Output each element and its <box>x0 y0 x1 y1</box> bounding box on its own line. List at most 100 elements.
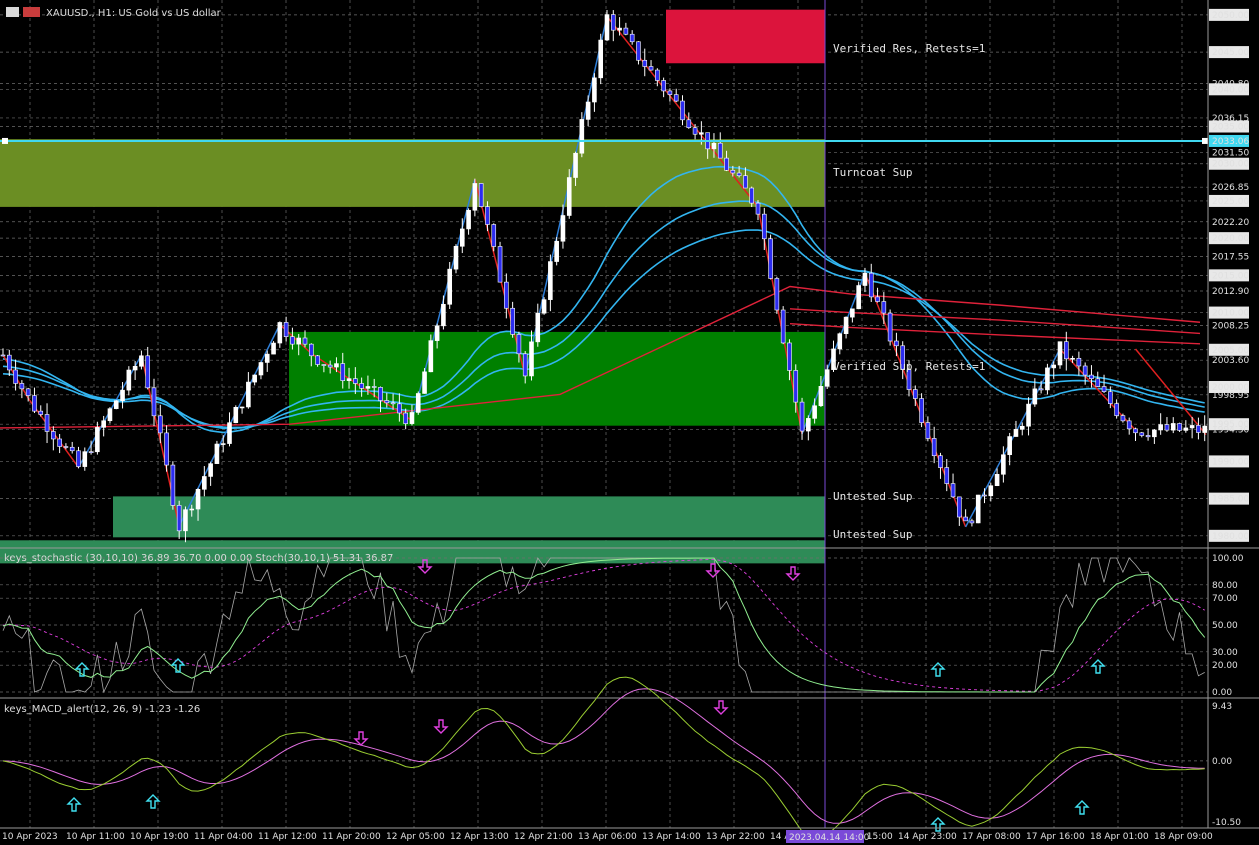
candle-body <box>642 59 648 67</box>
candle-body <box>699 132 704 135</box>
candle-body <box>755 202 761 215</box>
candle-body <box>214 443 220 464</box>
candle-body <box>346 378 352 381</box>
candle-body <box>711 142 717 150</box>
candle-body <box>283 322 289 337</box>
candle-body <box>447 268 453 305</box>
macd-signal-line <box>2 688 1205 824</box>
candle-body <box>1082 365 1088 376</box>
candle-body <box>510 307 515 335</box>
time-axis[interactable]: 10 Apr 2023 10 Apr 11:00 10 Apr 19:00 11 Ap… <box>0 827 1259 843</box>
candle-body <box>1007 436 1012 456</box>
stoch-tick: 100.00 <box>1212 554 1244 564</box>
selected-time-tag[interactable] <box>786 830 864 843</box>
candle-body <box>692 127 698 135</box>
candle-body <box>1152 429 1157 438</box>
candle-body <box>655 69 660 81</box>
time-label: 13 Apr 06:00 <box>578 832 637 842</box>
time-label: 18 Apr 01:00 <box>1090 832 1149 842</box>
candle-body <box>1120 415 1126 422</box>
candle-body <box>76 450 81 467</box>
price-tick: 1985.00 <box>1212 495 1249 505</box>
chart-title: XAUUSD., H1: US Gold vs US dollar <box>46 8 222 19</box>
selected-time-label[interactable]: 2023.04.14 14:00 <box>789 833 870 843</box>
price-tick: 1998.95 <box>1212 391 1249 401</box>
moving-averages <box>0 0 1205 828</box>
price-tick: 2050.00 <box>1212 11 1249 21</box>
price-tick: 2000.00 <box>1212 383 1249 393</box>
candle-body <box>220 443 226 445</box>
candle-body <box>1158 424 1163 431</box>
stochastic-panel[interactable]: keys_stochastic (30,10,10) 36.89 36.70 0… <box>0 547 1259 698</box>
price-tag-bg <box>1209 306 1249 319</box>
buy-arrow-icon <box>930 662 946 677</box>
current-price-line[interactable] <box>0 137 1208 144</box>
price-tick: 2022.20 <box>1212 218 1249 228</box>
candle-body <box>101 420 106 428</box>
candle-body <box>975 494 981 524</box>
stoch-tick: 0.00 <box>1212 688 1232 698</box>
sell-arrow-icon <box>417 559 433 574</box>
candle-body <box>308 343 314 357</box>
candle-body <box>63 446 69 448</box>
stoch-signal-line <box>2 557 1206 693</box>
price-line-handle[interactable] <box>2 137 8 144</box>
candle-body <box>466 209 471 230</box>
candle-body <box>38 410 44 415</box>
candle-body <box>428 340 434 373</box>
candle-body <box>478 183 484 207</box>
time-label: 13 Apr 22:00 <box>706 832 765 842</box>
candle-body <box>516 334 522 355</box>
candle-body <box>610 14 616 31</box>
sr-zone <box>289 331 825 426</box>
time-label: 10 Apr 2023 <box>2 832 58 842</box>
candle-body <box>541 299 547 314</box>
candle-body <box>1189 425 1195 429</box>
candle-body <box>202 476 207 490</box>
candle-body <box>233 407 239 423</box>
candle-body <box>409 412 415 424</box>
candle-body <box>950 483 956 498</box>
price-tick: 2026.85 <box>1212 183 1249 193</box>
candle-body <box>554 240 559 262</box>
candle-body <box>32 395 37 412</box>
candle-body <box>774 278 780 311</box>
time-label: 12 Apr 05:00 <box>386 832 445 842</box>
candle-body <box>88 451 94 453</box>
candle-body <box>485 206 490 225</box>
stoch-tick: 70.00 <box>1212 594 1238 604</box>
candle-body <box>806 418 811 432</box>
candle-body <box>1051 364 1057 369</box>
price-line-handle[interactable] <box>1202 137 1208 144</box>
chart-menu-icon[interactable] <box>6 7 19 17</box>
candle-body <box>673 94 679 102</box>
price-tag-bg <box>1209 8 1249 21</box>
time-label: 10 Apr 11:00 <box>66 832 125 842</box>
price-axis[interactable]: 2050.002045.002040.802040.002036.152035.… <box>1207 0 1249 828</box>
candle-body <box>667 90 673 95</box>
buy-arrow-icon <box>1074 800 1090 815</box>
price-tag-bg <box>1209 492 1249 505</box>
time-label: 11 Apr 20:00 <box>322 832 381 842</box>
buy-arrow-icon <box>1090 659 1106 674</box>
price-tag-bg <box>1209 418 1249 431</box>
candle-body <box>780 309 786 344</box>
time-label: 11 Apr 04:00 <box>194 832 253 842</box>
current-price-tag[interactable] <box>1209 134 1249 147</box>
candle-body <box>793 370 799 403</box>
candle-body <box>906 369 912 390</box>
candle-body <box>321 364 327 366</box>
candle-body <box>623 27 629 35</box>
candle-body <box>919 398 924 423</box>
macd-panel[interactable]: keys_MACD_alert(12, 26, 9) -1.23 -1.26 9.… <box>0 676 1259 840</box>
candle-body <box>139 355 144 367</box>
price-tick: 2030.00 <box>1212 160 1249 170</box>
price-tag-bg <box>1209 343 1249 356</box>
candle-body <box>504 281 509 309</box>
candle-body <box>598 39 604 79</box>
stoch-tick: 50.00 <box>1212 621 1238 631</box>
ma-red-line <box>0 285 1201 429</box>
candle-body <box>195 489 201 510</box>
candle-body <box>824 369 830 387</box>
